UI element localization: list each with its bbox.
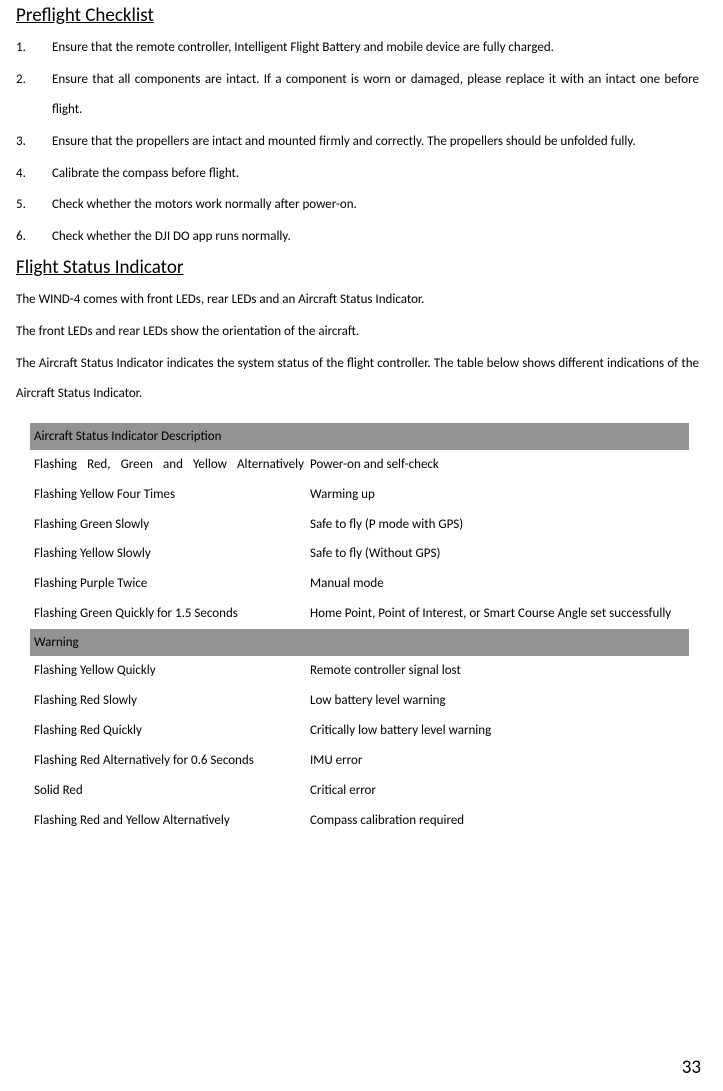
table-row: Flashing Red QuicklyCritically low batte… [30, 716, 689, 746]
table-cell-description: Safe to fly (Without GPS) [310, 539, 689, 569]
list-item: 2.Ensure that all components are intact.… [16, 65, 699, 125]
table-cell-description: Manual mode [310, 569, 689, 599]
list-item-text: Ensure that the propellers are intact an… [52, 127, 699, 157]
list-item: 5.Check whether the motors work normally… [16, 190, 699, 220]
list-item-number: 3. [16, 127, 52, 157]
table-cell-description: Low battery level warning [310, 686, 689, 716]
table-row: Flashing Green SlowlySafe to fly (P mode… [30, 510, 689, 540]
table-cell-description: Warming up [310, 480, 689, 510]
table-cell-indicator: Flashing Green Quickly for 1.5 Seconds [30, 599, 310, 629]
table-cell-description: Compass calibration required [310, 806, 689, 836]
table-cell-indicator: Solid Red [30, 776, 310, 806]
table-cell-description: Critical error [310, 776, 689, 806]
table-cell-indicator: Flashing Yellow Quickly [30, 656, 310, 686]
table-cell-indicator: Flashing Yellow Slowly [30, 539, 310, 569]
list-item: 1.Ensure that the remote controller, Int… [16, 33, 699, 63]
table-row: Flashing Green Quickly for 1.5 SecondsHo… [30, 599, 689, 629]
table-row: Flashing Red Alternatively for 0.6 Secon… [30, 746, 689, 776]
list-item-text: Check whether the motors work normally a… [52, 190, 699, 220]
table-row: Flashing Yellow SlowlySafe to fly (Witho… [30, 539, 689, 569]
list-item: 4.Calibrate the compass before flight. [16, 159, 699, 189]
heading-preflight-checklist: Preflight Checklist [16, 4, 699, 27]
list-item-number: 2. [16, 65, 52, 125]
table-cell-indicator: Flashing Red and Yellow Alternatively [30, 806, 310, 836]
table-row: Flashing Red, Green and Yellow Alternati… [30, 450, 689, 480]
table-header: Aircraft Status Indicator Description [30, 423, 689, 450]
table-row: Solid RedCritical error [30, 776, 689, 806]
list-item-text: Calibrate the compass before flight. [52, 159, 699, 189]
table-cell-description: Home Point, Point of Interest, or Smart … [310, 599, 689, 629]
table-cell-description: Remote controller signal lost [310, 656, 689, 686]
table-cell-indicator: Flashing Red Alternatively for 0.6 Secon… [30, 746, 310, 776]
preflight-list: 1.Ensure that the remote controller, Int… [16, 33, 699, 252]
heading-flight-status-indicator: Flight Status Indicator [16, 256, 699, 279]
table-row: Flashing Red SlowlyLow battery level war… [30, 686, 689, 716]
paragraph: The front LEDs and rear LEDs show the or… [16, 317, 699, 347]
list-item-text: Check whether the DJI DO app runs normal… [52, 222, 699, 252]
table-cell-indicator: Flashing Yellow Four Times [30, 480, 310, 510]
paragraph: The WIND-4 comes with front LEDs, rear L… [16, 285, 699, 315]
table-cell-description: Power-on and self-check [310, 450, 689, 480]
table-row: Flashing Purple TwiceManual mode [30, 569, 689, 599]
list-item-text: Ensure that all components are intact. I… [52, 65, 699, 125]
list-item-text: Ensure that the remote controller, Intel… [52, 33, 699, 63]
status-indicator-table: Aircraft Status Indicator Description Fl… [30, 423, 689, 836]
table-cell-indicator: Flashing Green Slowly [30, 510, 310, 540]
table-cell-indicator: Flashing Red, Green and Yellow Alternati… [30, 450, 310, 480]
list-item: 3.Ensure that the propellers are intact … [16, 127, 699, 157]
table-cell-description: Safe to fly (P mode with GPS) [310, 510, 689, 540]
table-cell-description: Critically low battery level warning [310, 716, 689, 746]
table-cell-indicator: Flashing Red Quickly [30, 716, 310, 746]
table-row: Flashing Yellow QuicklyRemote controller… [30, 656, 689, 686]
table-cell-indicator: Flashing Purple Twice [30, 569, 310, 599]
table-row: Flashing Red and Yellow AlternativelyCom… [30, 806, 689, 836]
paragraph: The Aircraft Status Indicator indicates … [16, 349, 699, 409]
table-row: Flashing Yellow Four TimesWarming up [30, 480, 689, 510]
table-cell-indicator: Flashing Red Slowly [30, 686, 310, 716]
table-cell-description: IMU error [310, 746, 689, 776]
table-header: Warning [30, 629, 689, 656]
page-number: 33 [682, 1056, 701, 1079]
list-item-number: 1. [16, 33, 52, 63]
list-item-number: 5. [16, 190, 52, 220]
list-item-number: 4. [16, 159, 52, 189]
list-item-number: 6. [16, 222, 52, 252]
list-item: 6.Check whether the DJI DO app runs norm… [16, 222, 699, 252]
